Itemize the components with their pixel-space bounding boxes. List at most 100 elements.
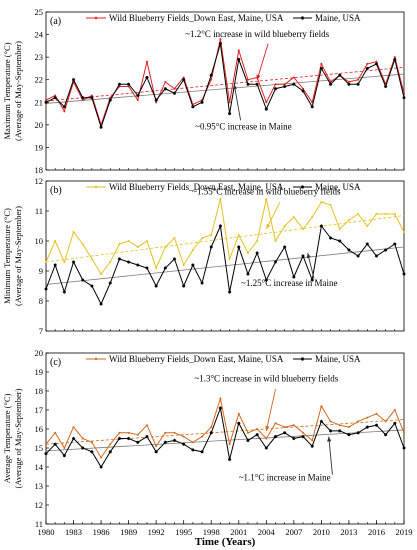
data-point-marker — [393, 213, 396, 215]
legend-label-blueberry: Wild Blueberry Fields_Down East, Maine, … — [109, 182, 284, 192]
y-tick-label: 20 — [35, 348, 44, 358]
x-tick-label: 1980 — [38, 527, 55, 537]
data-point-marker — [155, 267, 158, 269]
data-point-marker — [338, 239, 342, 243]
data-point-marker — [283, 83, 286, 86]
x-tick-label: 1992 — [148, 527, 165, 537]
data-point-marker — [45, 443, 47, 446]
data-point-marker — [292, 436, 296, 441]
data-point-marker — [265, 101, 268, 104]
data-point-marker — [218, 42, 223, 46]
data-point-marker — [62, 105, 66, 109]
data-point-marker — [218, 224, 223, 228]
data-point-marker — [393, 56, 396, 59]
data-point-marker — [366, 416, 369, 419]
data-point-marker — [264, 446, 268, 450]
data-point-marker — [81, 278, 85, 282]
data-point-marker — [172, 438, 177, 442]
data-point-marker — [63, 261, 66, 263]
y-tick-label: 11 — [35, 206, 43, 216]
data-point-marker — [118, 431, 121, 434]
data-point-marker — [328, 82, 333, 86]
data-point-marker — [117, 257, 122, 261]
data-point-marker — [300, 16, 305, 20]
annotation-maine: ~0.95°C increase in Maine — [195, 121, 291, 131]
data-point-marker — [366, 225, 369, 227]
data-point-marker — [219, 198, 222, 200]
series-line-maine — [45, 224, 405, 306]
data-point-marker — [136, 246, 139, 248]
data-point-marker — [45, 99, 47, 102]
data-point-marker — [154, 450, 158, 454]
data-point-marker — [328, 236, 333, 240]
data-point-marker — [338, 429, 342, 433]
data-point-marker — [237, 49, 240, 52]
annotation-arrow-maine — [327, 436, 333, 475]
data-point-marker — [182, 284, 186, 288]
data-point-marker — [319, 66, 323, 71]
data-point-marker — [44, 287, 48, 291]
y-tick-label: 12 — [35, 500, 44, 510]
data-point-marker — [246, 438, 250, 442]
data-point-marker — [384, 420, 387, 423]
data-point-marker — [393, 242, 397, 246]
data-point-marker — [255, 433, 259, 437]
data-point-marker — [256, 240, 259, 242]
data-point-marker — [246, 431, 249, 434]
x-tick-label: 1983 — [65, 527, 82, 537]
data-point-marker — [81, 96, 85, 100]
x-tick-label: 2019 — [396, 527, 413, 537]
data-point-marker — [163, 87, 167, 91]
data-point-marker — [62, 290, 66, 294]
data-point-marker — [228, 258, 231, 260]
data-point-marker — [338, 228, 341, 230]
data-point-marker — [273, 87, 278, 91]
data-point-marker — [384, 84, 388, 89]
data-point-marker — [310, 105, 314, 109]
data-point-marker — [338, 424, 341, 427]
data-point-marker — [328, 429, 333, 433]
data-point-marker — [71, 436, 76, 441]
plot-frame — [45, 180, 405, 332]
data-point-marker — [292, 216, 295, 218]
x-axis-title: Time (Years) — [195, 536, 256, 548]
data-point-marker — [246, 252, 249, 254]
y-tick-label: 11 — [35, 519, 43, 529]
data-point-marker — [172, 91, 177, 95]
legend-label-maine: Maine, USA — [315, 182, 361, 192]
data-point-marker — [145, 60, 148, 63]
data-point-marker — [292, 424, 295, 427]
data-point-marker — [274, 422, 277, 425]
data-point-marker — [136, 433, 139, 436]
data-point-marker — [81, 99, 84, 102]
data-point-marker — [228, 443, 231, 446]
annotation-arrow-maine — [306, 252, 315, 279]
data-point-marker — [283, 431, 287, 435]
data-point-marker — [347, 82, 351, 86]
y-axis-label: (Average of May-September) — [13, 388, 23, 488]
y-tick-label: 12 — [35, 176, 44, 186]
trendline-blueberry — [45, 215, 405, 263]
data-point-marker — [127, 431, 130, 434]
data-point-marker — [283, 225, 286, 227]
data-point-marker — [81, 446, 85, 450]
data-point-marker — [53, 263, 57, 267]
x-tick-label: 2004 — [258, 527, 276, 537]
y-tick-label: 25 — [35, 7, 44, 17]
data-point-marker — [200, 100, 204, 104]
data-point-marker — [99, 302, 103, 306]
data-point-marker — [283, 245, 287, 249]
data-point-marker — [45, 261, 47, 263]
data-point-marker — [99, 125, 103, 129]
data-point-marker — [136, 440, 140, 444]
data-point-marker — [375, 60, 378, 63]
data-point-marker — [264, 107, 268, 111]
data-point-marker — [283, 426, 286, 429]
data-point-marker — [402, 96, 406, 100]
data-point-marker — [256, 428, 259, 430]
data-point-marker — [164, 246, 167, 248]
data-point-marker — [163, 440, 167, 444]
data-point-marker — [301, 254, 305, 258]
panel-label: (a) — [50, 16, 61, 27]
data-point-marker — [72, 426, 75, 429]
